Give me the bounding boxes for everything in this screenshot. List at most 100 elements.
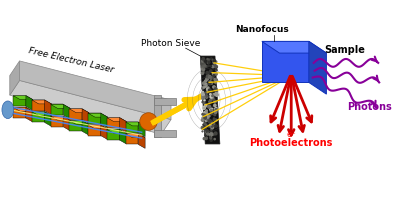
Circle shape	[208, 59, 210, 60]
Polygon shape	[69, 121, 89, 124]
Text: e⁻: e⁻	[286, 130, 296, 139]
Circle shape	[208, 126, 209, 127]
Circle shape	[214, 101, 216, 103]
Circle shape	[206, 78, 208, 80]
Circle shape	[210, 82, 212, 84]
Polygon shape	[107, 118, 120, 128]
Circle shape	[210, 133, 213, 135]
Polygon shape	[107, 129, 126, 133]
Polygon shape	[69, 109, 89, 113]
Circle shape	[213, 99, 215, 101]
Polygon shape	[51, 116, 70, 120]
Polygon shape	[154, 95, 161, 137]
Circle shape	[206, 113, 208, 115]
Circle shape	[205, 85, 207, 87]
Circle shape	[214, 138, 215, 140]
Circle shape	[213, 61, 215, 64]
Circle shape	[216, 94, 218, 96]
Polygon shape	[51, 104, 70, 108]
Circle shape	[215, 79, 217, 81]
Polygon shape	[309, 41, 326, 94]
Circle shape	[206, 113, 208, 115]
Circle shape	[211, 96, 213, 99]
Polygon shape	[101, 125, 108, 140]
Circle shape	[206, 130, 209, 133]
Polygon shape	[20, 61, 171, 120]
Polygon shape	[13, 96, 33, 100]
Text: Sample: Sample	[324, 45, 365, 55]
Circle shape	[216, 80, 217, 82]
Circle shape	[214, 82, 215, 83]
Circle shape	[210, 79, 211, 80]
Circle shape	[205, 95, 208, 97]
Circle shape	[202, 60, 204, 62]
Circle shape	[212, 95, 213, 97]
Circle shape	[214, 88, 216, 90]
Polygon shape	[107, 129, 120, 140]
Circle shape	[209, 120, 211, 122]
Circle shape	[211, 126, 214, 129]
Circle shape	[206, 120, 207, 122]
Circle shape	[203, 86, 205, 88]
Circle shape	[208, 89, 211, 92]
Circle shape	[215, 66, 217, 68]
Circle shape	[208, 61, 210, 63]
Circle shape	[203, 107, 205, 109]
Circle shape	[209, 96, 211, 98]
Circle shape	[203, 82, 205, 84]
Circle shape	[211, 95, 214, 98]
Circle shape	[211, 126, 213, 129]
Circle shape	[213, 125, 214, 126]
Text: Photoelectrons: Photoelectrons	[250, 138, 333, 148]
Circle shape	[202, 114, 203, 115]
Circle shape	[205, 85, 207, 87]
Circle shape	[204, 63, 205, 65]
Polygon shape	[107, 118, 126, 121]
Polygon shape	[200, 56, 220, 144]
Circle shape	[204, 104, 207, 107]
Circle shape	[212, 123, 213, 124]
Circle shape	[208, 81, 211, 84]
Circle shape	[206, 130, 209, 133]
Circle shape	[207, 91, 208, 93]
Circle shape	[203, 84, 204, 85]
Circle shape	[207, 87, 209, 89]
Polygon shape	[51, 116, 63, 127]
Circle shape	[214, 123, 215, 124]
Circle shape	[206, 88, 209, 90]
Circle shape	[210, 70, 212, 72]
Circle shape	[210, 58, 212, 60]
Polygon shape	[88, 125, 101, 136]
Circle shape	[204, 100, 205, 101]
Circle shape	[210, 110, 212, 112]
Polygon shape	[262, 41, 309, 82]
Polygon shape	[32, 100, 52, 104]
Circle shape	[206, 132, 208, 134]
Circle shape	[214, 88, 217, 91]
Circle shape	[210, 129, 212, 130]
Circle shape	[208, 75, 210, 77]
Circle shape	[214, 110, 215, 112]
Circle shape	[204, 111, 206, 113]
Circle shape	[212, 108, 213, 109]
Polygon shape	[138, 122, 145, 137]
Circle shape	[202, 92, 204, 95]
Circle shape	[207, 133, 209, 135]
Circle shape	[209, 101, 210, 103]
Circle shape	[201, 63, 204, 65]
Polygon shape	[88, 125, 108, 129]
Circle shape	[207, 72, 209, 74]
Circle shape	[207, 119, 210, 122]
Circle shape	[202, 117, 204, 118]
Polygon shape	[262, 41, 326, 53]
Circle shape	[207, 61, 209, 63]
Circle shape	[206, 137, 207, 139]
Circle shape	[203, 127, 206, 129]
Polygon shape	[13, 107, 33, 111]
Circle shape	[202, 117, 204, 119]
Circle shape	[203, 99, 206, 101]
Circle shape	[206, 75, 209, 78]
Circle shape	[210, 66, 212, 67]
Circle shape	[204, 126, 206, 129]
Circle shape	[210, 137, 212, 138]
